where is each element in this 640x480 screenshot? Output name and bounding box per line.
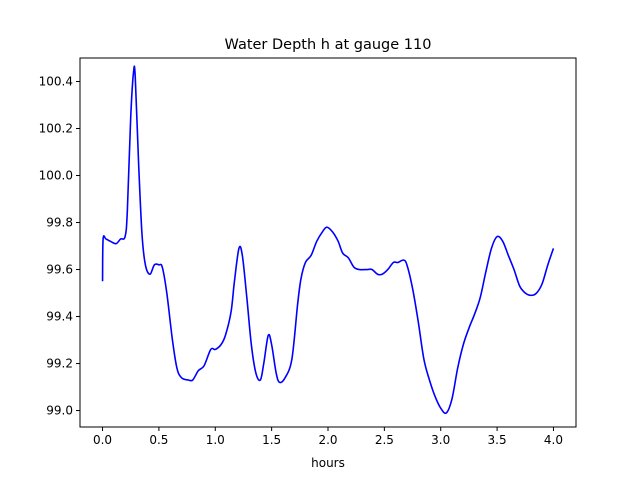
y-tick-label: 100.2 [39, 122, 73, 136]
x-tick-label: 2.5 [375, 433, 394, 447]
chart-title: Water Depth h at gauge 110 [225, 37, 432, 53]
y-tick-label: 99.0 [46, 404, 73, 418]
series-line [101, 65, 555, 415]
y-axis-ticks: 99.0 99.2 99.4 99.6 99.8 100.0 100.2 100.4 [39, 75, 80, 418]
x-axis-ticks: 0.0 0.5 1.0 1.5 2.0 2.5 3.0 3.5 4.0 [93, 427, 563, 447]
x-tick-label: 0.0 [93, 433, 112, 447]
x-tick-label: 1.0 [206, 433, 225, 447]
x-tick-label: 3.0 [431, 433, 450, 447]
plot-area-frame [79, 57, 577, 428]
y-tick-label: 100.4 [39, 75, 73, 89]
x-tick-label: 1.5 [262, 433, 281, 447]
x-tick-label: 0.5 [149, 433, 168, 447]
y-tick-label: 99.8 [46, 216, 73, 230]
x-tick-label: 2.0 [318, 433, 337, 447]
x-tick-label: 3.5 [488, 433, 507, 447]
y-tick-label: 99.6 [46, 263, 73, 277]
y-tick-label: 99.4 [46, 310, 73, 324]
y-tick-label: 100.0 [39, 169, 73, 183]
x-tick-label: 4.0 [544, 433, 563, 447]
series-group [101, 65, 555, 415]
x-axis-label: hours [311, 456, 345, 470]
y-tick-label: 99.2 [46, 357, 73, 371]
